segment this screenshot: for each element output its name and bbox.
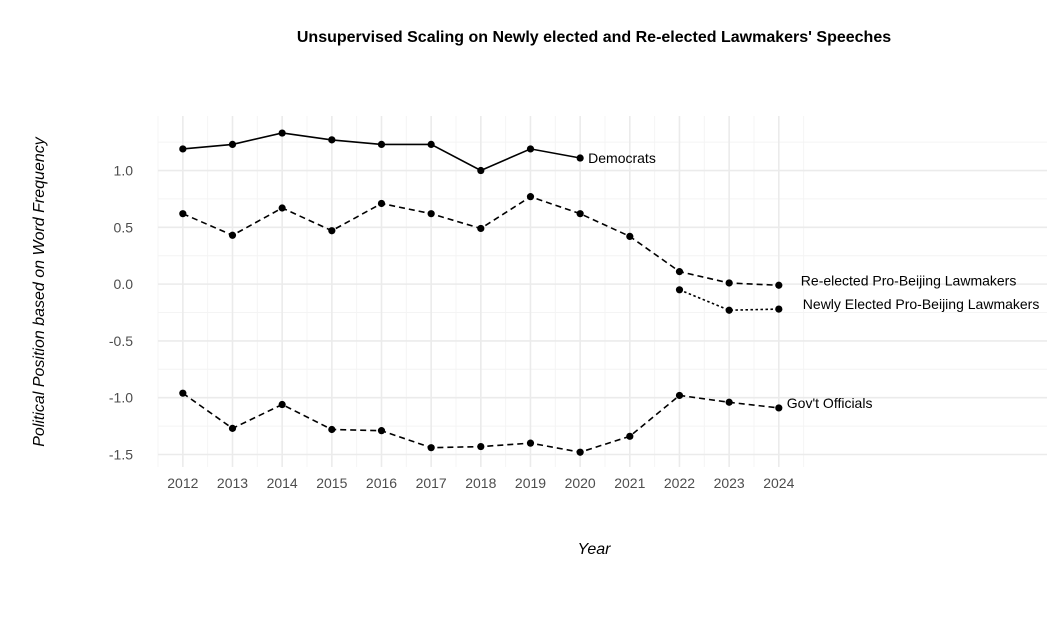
data-point <box>278 400 286 409</box>
minor-gridlines <box>157 116 1047 467</box>
chart-title: Unsupervised Scaling on Newly elected an… <box>296 29 892 46</box>
data-point <box>328 227 336 235</box>
data-point <box>278 204 286 212</box>
y-tick-label: 1.0 <box>114 163 134 179</box>
data-point <box>526 145 535 153</box>
data-point <box>278 129 286 137</box>
y-tick-labels: 1.0 0.5 0.0 -0.5 -1.0 -1.5 <box>109 163 133 463</box>
data-point <box>576 210 584 218</box>
data-point <box>228 140 237 148</box>
series-labels: Democrats Re-elected Pro-Beijing Lawmaker… <box>588 150 1039 411</box>
data-point <box>328 136 336 144</box>
data-point <box>526 439 535 447</box>
data-point <box>179 145 187 153</box>
x-tick-label: 2020 <box>565 475 596 491</box>
x-tick-labels: 2012 2013 2014 2015 2016 2017 2018 2019 2020 2021… <box>167 475 794 491</box>
data-point <box>427 140 435 148</box>
x-tick-label: 2014 <box>267 475 298 491</box>
series-line-2 <box>679 289 779 312</box>
x-tick-label: 2013 <box>217 475 248 491</box>
data-point <box>328 425 336 434</box>
data-point <box>179 389 187 397</box>
series-label: Newly Elected Pro-Beijing Lawmakers <box>803 296 1040 312</box>
x-axis-title: Year <box>577 541 611 558</box>
data-point <box>675 268 684 276</box>
x-tick-label: 2021 <box>614 475 645 491</box>
x-tick-label: 2019 <box>515 475 546 491</box>
x-tick-label: 2015 <box>316 475 347 491</box>
x-tick-label: 2023 <box>714 475 745 491</box>
x-tick-label: 2012 <box>167 475 198 491</box>
x-tick-label: 2016 <box>366 475 397 491</box>
data-point <box>725 398 733 406</box>
series-points <box>179 129 783 456</box>
data-point <box>526 193 535 201</box>
data-point <box>377 140 386 148</box>
data-point <box>377 427 386 435</box>
data-point <box>775 404 783 412</box>
data-point <box>477 442 485 451</box>
x-tick-label: 2024 <box>763 475 794 491</box>
data-point <box>377 199 386 208</box>
y-tick-label: -0.5 <box>109 333 133 349</box>
data-point <box>775 305 783 313</box>
data-point <box>228 424 237 432</box>
data-point <box>626 232 634 241</box>
data-point <box>427 444 435 452</box>
data-point <box>576 448 584 456</box>
y-tick-label: -1.5 <box>109 447 133 463</box>
data-point <box>477 224 485 233</box>
data-point <box>675 286 684 294</box>
y-tick-label: 0.5 <box>114 219 134 235</box>
x-tick-label: 2022 <box>664 475 695 491</box>
series-label: Democrats <box>588 150 656 166</box>
data-point <box>228 231 237 239</box>
data-point <box>576 154 584 162</box>
data-point <box>179 210 187 218</box>
data-point <box>427 210 435 218</box>
data-point <box>775 281 783 289</box>
data-point <box>626 432 634 440</box>
x-tick-label: 2018 <box>465 475 496 491</box>
data-point <box>725 306 733 314</box>
data-point <box>725 279 733 287</box>
data-point <box>477 166 485 175</box>
y-tick-label: -1.0 <box>109 390 133 406</box>
y-tick-label: 0.0 <box>114 276 134 292</box>
data-point <box>675 391 684 400</box>
series-label: Gov't Officials <box>787 395 873 411</box>
major-gridlines <box>158 116 1047 467</box>
x-tick-label: 2017 <box>416 475 447 491</box>
series-label: Re-elected Pro-Beijing Lawmakers <box>801 272 1017 288</box>
